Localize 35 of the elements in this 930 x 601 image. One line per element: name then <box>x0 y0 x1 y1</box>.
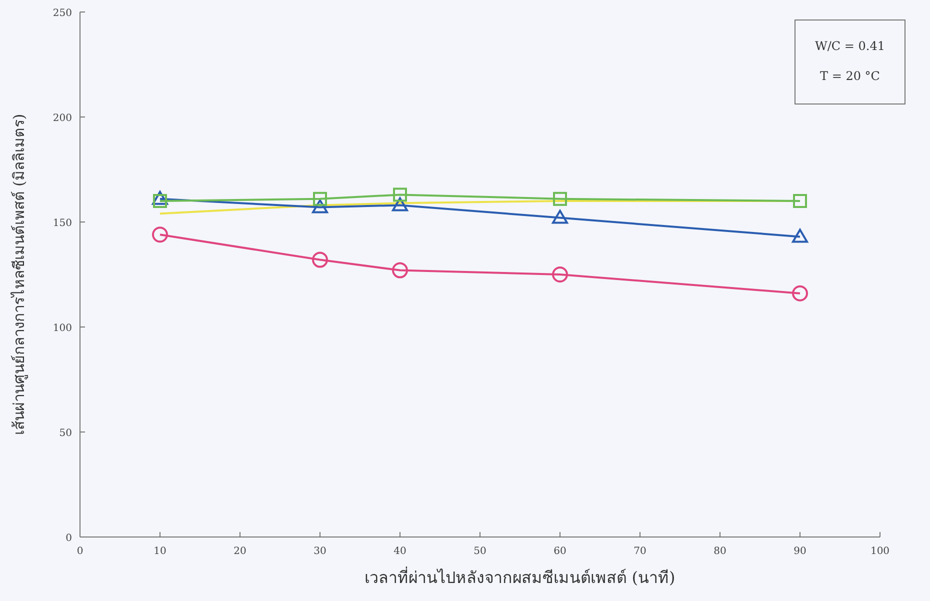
point <box>792 285 808 302</box>
x-tick-label: 100 <box>870 546 890 557</box>
point <box>392 197 408 212</box>
x-tick-label: 80 <box>714 546 726 557</box>
y-tick-label: 200 <box>52 113 72 124</box>
y-tick-label: 0 <box>66 533 72 544</box>
point <box>553 192 567 206</box>
x-tick-label: 90 <box>794 546 806 557</box>
x-tick-label: 0 <box>76 546 84 557</box>
y-tick-label: 250 <box>52 8 72 19</box>
point <box>152 226 168 243</box>
x-tick-label: 30 <box>314 546 326 557</box>
point <box>152 190 168 205</box>
x-tick-label: 70 <box>634 546 646 557</box>
point <box>552 266 568 282</box>
x-axis-title: เวลาที่ผ่านไปหลังจากผสมซีเมนต์เพสต์ (นาที) <box>364 566 676 587</box>
point <box>792 228 808 243</box>
x-tick-label: 10 <box>154 546 166 557</box>
annotation: W/C = 0.41 <box>815 39 885 53</box>
point <box>793 194 807 208</box>
point <box>312 252 328 268</box>
x-tick-label: 60 <box>554 546 566 557</box>
x-tick-label: 20 <box>234 546 246 557</box>
x-tick-label: 50 <box>474 546 486 557</box>
y-axis-title: เส้นผ่านศูนย์กลางการไหลซีเมนต์เพสต์ (มิลลิเมตร) <box>10 114 28 436</box>
x-tick-label: 40 <box>394 546 406 557</box>
y-tick-label: 150 <box>52 218 72 229</box>
point <box>312 199 328 214</box>
y-tick-label: 100 <box>52 323 72 334</box>
point <box>393 188 407 202</box>
annotation: T = 20 °C <box>820 69 880 83</box>
point <box>313 192 327 206</box>
point <box>552 210 568 224</box>
point <box>392 262 408 278</box>
y-tick-label: 50 <box>59 428 72 439</box>
